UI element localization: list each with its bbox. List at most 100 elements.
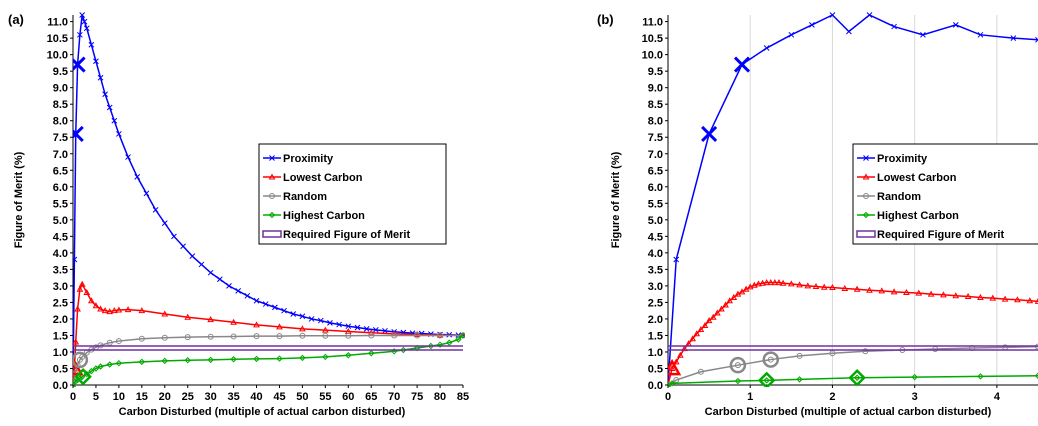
lowest-carbon-point (713, 309, 721, 316)
y-tick-label: 1.5 (53, 330, 68, 342)
lowest-carbon-point (903, 288, 910, 295)
legend-entry: Required Figure of Merit (877, 229, 1004, 241)
lowest-carbon-point (1001, 295, 1009, 302)
proximity-point (125, 154, 131, 160)
x-axis-title: Carbon Disturbed (multiple of actual car… (119, 406, 406, 418)
x-tick-label: 60 (342, 391, 354, 403)
lowest-carbon-point (97, 305, 104, 312)
legend-swatch (856, 230, 876, 238)
random-highlight-point (73, 351, 89, 369)
lowest-carbon-point (866, 286, 873, 293)
x-tick-label: 70 (388, 391, 400, 403)
y-tick-label: 10.0 (47, 50, 68, 62)
proximity-point (345, 323, 352, 330)
proximity-point (152, 207, 159, 213)
y-tick-label: 11.0 (642, 17, 663, 29)
highest-carbon-point (796, 376, 803, 383)
y-tick-label: 9.0 (53, 83, 68, 95)
random-point (414, 332, 421, 339)
lowest-carbon-point (693, 330, 701, 337)
plot-area (668, 12, 1038, 387)
lowest-carbon-point (689, 335, 697, 342)
legend: Proximity Lowest Carbon Random Highest Carb… (258, 143, 447, 245)
highest-carbon-point (73, 378, 79, 385)
lowest-carbon-point (73, 338, 80, 345)
lowest-carbon-point (701, 322, 709, 329)
proximity-point (281, 307, 287, 314)
legend-entry: Highest Carbon (877, 210, 959, 222)
proximity-point (673, 256, 680, 263)
y-tick-label: 8.5 (648, 99, 663, 111)
legend-box (852, 143, 1038, 245)
legend-entry: Lowest Carbon (877, 172, 957, 184)
y-tick-label: 0.0 (648, 380, 663, 392)
panel-label: (b) (597, 12, 614, 27)
lowest-carbon-point (820, 283, 828, 290)
highest-carbon-point (977, 373, 984, 380)
lowest-carbon-point (83, 288, 91, 295)
proximity-point (226, 283, 232, 289)
highest-carbon-series (73, 332, 465, 387)
lowest-carbon-series (73, 280, 465, 387)
x-tick-label: 80 (434, 391, 446, 403)
y-tick-label: 3.0 (53, 281, 68, 293)
highest-carbon-point (345, 352, 352, 359)
lowest-carbon-point (952, 292, 960, 299)
highest-carbon-point (853, 374, 861, 381)
y-tick-label: 0.5 (648, 363, 663, 375)
proximity-highlight-point (733, 56, 751, 73)
highest-carbon-point (763, 377, 770, 384)
legend-proximity-point (269, 155, 275, 161)
x-tick-label: 0 (70, 391, 76, 403)
legend-lowest-carbon-point (862, 173, 870, 180)
proximity-point (299, 313, 306, 320)
legend-proximity-point (863, 155, 869, 161)
random-point (299, 332, 306, 339)
lowest-carbon-point (299, 325, 306, 332)
proximity-point (327, 320, 333, 326)
proximity-point (216, 276, 223, 283)
x-tick-label: 50 (296, 391, 308, 403)
random-point (161, 334, 168, 341)
y-tick-label: 2.0 (648, 314, 663, 326)
legend-lowest-carbon-point (268, 173, 276, 180)
y-axis-title: Figure of Merit (%) (610, 151, 622, 248)
highest-carbon-point (115, 359, 123, 367)
highest-carbon-point (299, 354, 306, 362)
random-point (345, 332, 352, 339)
lowest-carbon-point (672, 358, 680, 365)
highest-carbon-point (668, 380, 676, 387)
y-tick-label: 4.5 (648, 231, 663, 243)
highest-carbon-point (92, 365, 100, 372)
lowest-carbon-point (709, 313, 717, 320)
highest-carbon-point (78, 373, 86, 380)
proximity-point (143, 190, 150, 197)
legend-box (258, 143, 447, 245)
highest-carbon-point (276, 355, 283, 362)
lowest-carbon-highlight-point (668, 358, 682, 376)
random-point (697, 368, 704, 375)
y-tick-label: 4.0 (648, 248, 663, 260)
random-point (276, 333, 283, 340)
proximity-point (290, 311, 297, 317)
y-tick-label: 5.0 (648, 215, 663, 227)
lowest-carbon-point (759, 279, 766, 286)
proximity-point (1035, 36, 1038, 43)
y-tick-label: 6.0 (648, 182, 663, 194)
lowest-carbon-point (74, 305, 81, 312)
highlight-markers (668, 56, 866, 387)
random-point (207, 333, 214, 340)
lowest-carbon-point (730, 293, 738, 300)
y-tick-label: 6.5 (53, 165, 68, 177)
proximity-point (207, 269, 214, 276)
x-tick-label: 5 (93, 391, 99, 403)
proximity-point (788, 31, 795, 38)
lowest-carbon-point (161, 310, 169, 317)
y-tick-label: 7.5 (53, 132, 68, 144)
proximity-point (372, 326, 379, 333)
y-tick-label: 8.0 (53, 116, 68, 128)
proximity-point (73, 256, 78, 263)
panel-label: (a) (8, 12, 24, 27)
lowest-carbon-point (787, 280, 795, 287)
